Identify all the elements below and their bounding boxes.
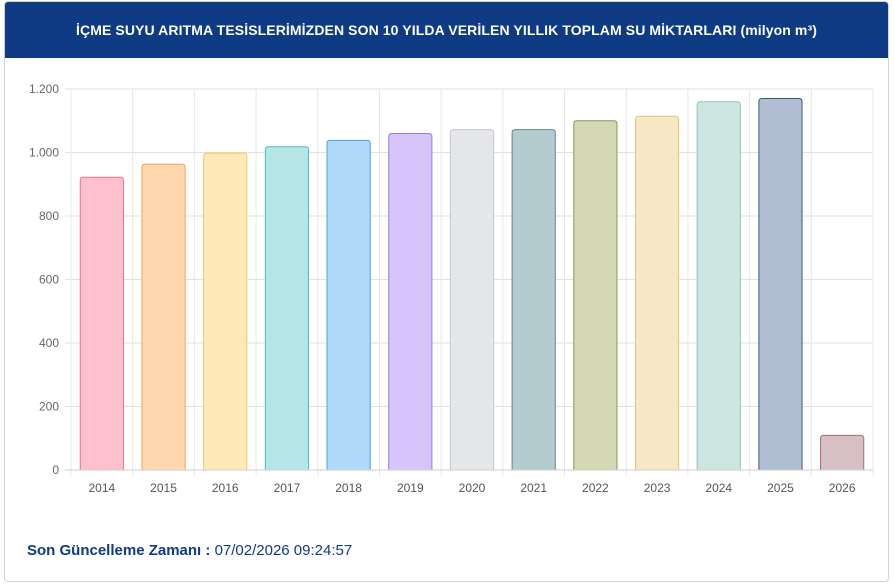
bar-2019 (388, 132, 433, 470)
y-tick-label: 1.200 (29, 82, 59, 96)
bar-chart-svg: 0 200 400 600 800 1.000 1.200 2014 2015 2016 2017 2… (29, 82, 874, 495)
bar-2014 (79, 176, 124, 470)
y-tick-label: 0 (52, 463, 59, 477)
x-tick-label: 2015 (150, 481, 177, 495)
x-tick-label: 2017 (274, 481, 301, 495)
x-tick-label: 2025 (767, 481, 794, 495)
bar-2021 (511, 129, 556, 470)
bar-2024 (696, 101, 741, 470)
bar-2016 (203, 152, 248, 470)
x-tick-label: 2020 (459, 481, 486, 495)
bar-2023 (634, 115, 680, 470)
bar-2026 (820, 434, 865, 470)
bar-2017 (264, 146, 310, 470)
x-tick-label: 2014 (88, 481, 115, 495)
y-tick-label: 800 (39, 209, 59, 223)
bar-2015 (141, 163, 186, 470)
x-tick-label: 2018 (335, 481, 362, 495)
bar-2020 (449, 129, 495, 470)
chart-title: İÇME SUYU ARITMA TESİSLERİMİZDEN SON 10 … (5, 2, 888, 58)
x-tick-label: 2024 (705, 481, 732, 495)
bar-2022 (573, 120, 618, 470)
bar-2018 (326, 139, 371, 470)
y-tick-label: 200 (39, 400, 59, 414)
chart-panel: İÇME SUYU ARITMA TESİSLERİMİZDEN SON 10 … (4, 1, 889, 582)
x-tick-label: 2021 (520, 481, 547, 495)
x-tick-label: 2023 (644, 481, 671, 495)
x-tick-label: 2016 (212, 481, 239, 495)
last-update: Son Güncelleme Zamanı : 07/02/2026 09:24… (27, 542, 352, 559)
x-tick-label: 2019 (397, 481, 424, 495)
y-tick-label: 600 (39, 273, 59, 287)
x-tick-label: 2026 (829, 481, 856, 495)
bar-chart: 0 200 400 600 800 1.000 1.200 2014 2015 2016 2017 2… (5, 58, 888, 520)
bar-2025 (758, 98, 803, 470)
y-tick-label: 1.000 (29, 146, 59, 160)
x-tick-label: 2022 (582, 481, 609, 495)
last-update-value: 07/02/2026 09:24:57 (214, 542, 353, 559)
last-update-label: Son Güncelleme Zamanı : (27, 542, 211, 559)
y-tick-label: 400 (39, 336, 59, 350)
